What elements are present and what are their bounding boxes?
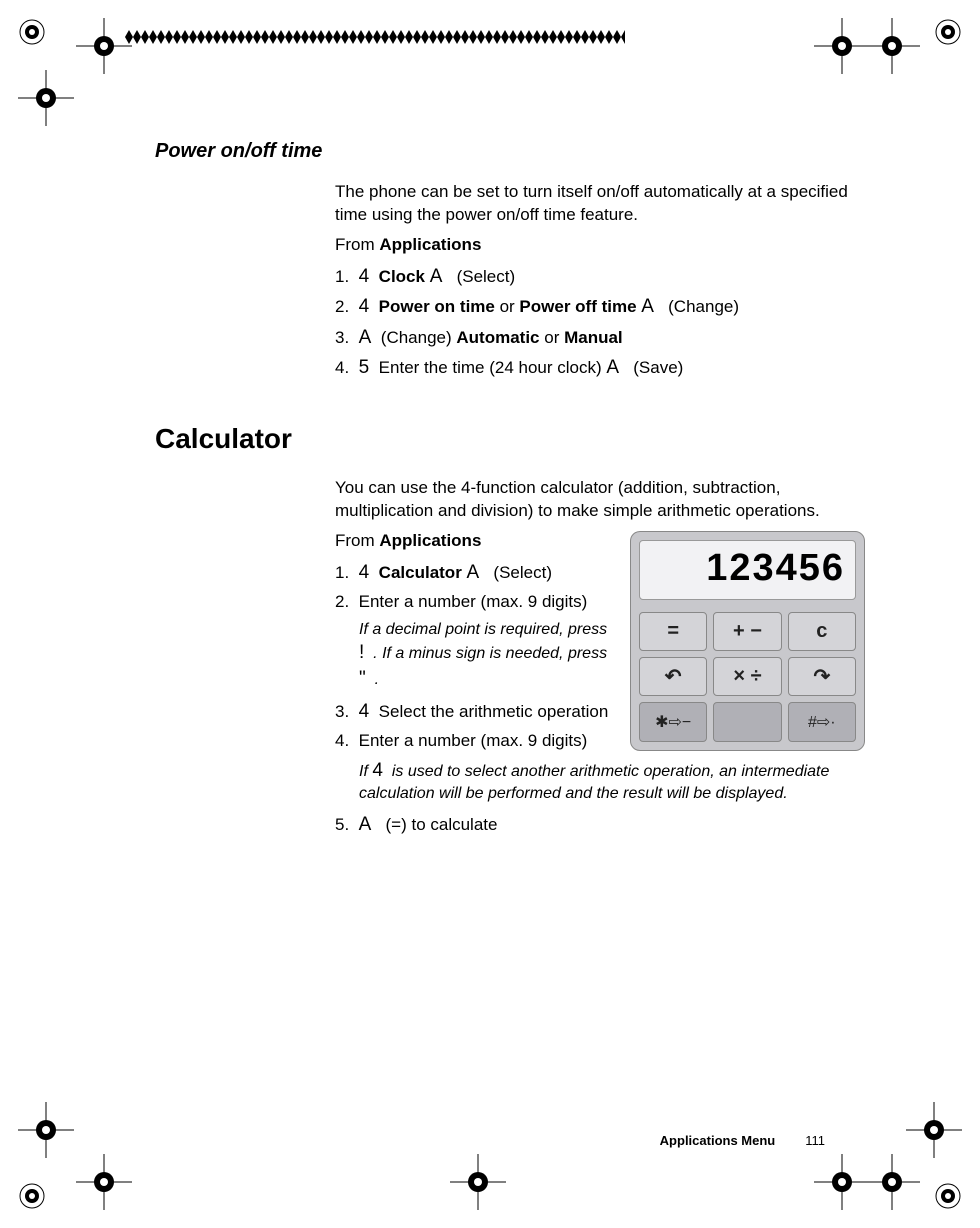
crop-mark-tr1 bbox=[814, 18, 870, 74]
crop-mark-br1 bbox=[814, 1154, 870, 1210]
power-step-2: 2. 4 Power on time or Power off time A (… bbox=[335, 293, 865, 322]
crop-mark-bl2 bbox=[18, 1102, 74, 1158]
calc-btn-equals: = bbox=[639, 612, 707, 651]
calc-intro: You can use the 4-function calculator (a… bbox=[335, 477, 865, 523]
calc-btn-undo: ↶ bbox=[639, 657, 707, 696]
power-steps: 1. 4 Clock A (Select) 2. 4 Power on time… bbox=[335, 263, 865, 383]
crop-mark-br3 bbox=[906, 1102, 962, 1158]
crop-mark-ml bbox=[18, 70, 74, 126]
calc-btn-clear: c bbox=[788, 612, 856, 651]
page-footer: Applications Menu 111 bbox=[660, 1133, 825, 1148]
reg-mark-tl bbox=[18, 18, 46, 46]
footer-label: Applications Menu bbox=[660, 1133, 776, 1148]
reg-mark-tr bbox=[934, 18, 962, 46]
calc-btn-empty bbox=[713, 702, 781, 741]
power-intro: The phone can be set to turn itself on/o… bbox=[335, 181, 865, 227]
footer-page: 111 bbox=[805, 1133, 825, 1148]
calc-note-2: If 4 is used to select another arithmeti… bbox=[359, 758, 865, 805]
from-menu: Applications bbox=[379, 235, 481, 254]
decorative-band bbox=[125, 30, 625, 44]
from-prefix-2: From bbox=[335, 531, 379, 550]
crop-mark-bc bbox=[450, 1154, 506, 1210]
calculator-screenshot: 123456 = + − c ↶ × ÷ ↷ ✱⇨− #⇨· bbox=[630, 531, 865, 751]
reg-mark-bl bbox=[18, 1182, 46, 1210]
h1-calculator: Calculator bbox=[155, 423, 865, 455]
calc-btn-star: ✱⇨− bbox=[639, 702, 707, 741]
from-menu-2: Applications bbox=[379, 531, 481, 550]
calc-keypad: = + − c ↶ × ÷ ↷ ✱⇨− #⇨· bbox=[639, 612, 856, 742]
calc-steps-3: 5. A (=) to calculate bbox=[335, 811, 865, 840]
power-from-line: From Applications bbox=[335, 235, 865, 255]
section-title-power: Power on/off time bbox=[155, 140, 865, 163]
from-prefix: From bbox=[335, 235, 379, 254]
calc-btn-redo: ↷ bbox=[788, 657, 856, 696]
crop-mark-tl bbox=[76, 18, 132, 74]
reg-mark-br bbox=[934, 1182, 962, 1210]
crop-mark-bl1 bbox=[76, 1154, 132, 1210]
power-step-1: 1. 4 Clock A (Select) bbox=[335, 263, 865, 292]
crop-mark-tr2 bbox=[864, 18, 920, 74]
calc-btn-hash: #⇨· bbox=[788, 702, 856, 741]
power-step-3: 3. A (Change) Automatic or Manual bbox=[335, 324, 865, 353]
crop-mark-br2 bbox=[864, 1154, 920, 1210]
power-step-4: 4. 5 Enter the time (24 hour clock) A (S… bbox=[335, 354, 865, 383]
calc-btn-mul-div: × ÷ bbox=[713, 657, 781, 696]
calc-step-5: 5. A (=) to calculate bbox=[335, 811, 865, 840]
calc-btn-plus-minus: + − bbox=[713, 612, 781, 651]
calc-display: 123456 bbox=[639, 540, 856, 600]
